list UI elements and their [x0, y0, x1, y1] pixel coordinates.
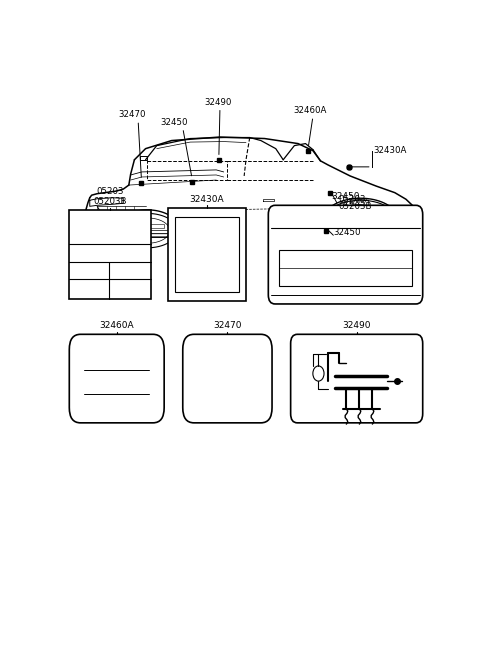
FancyBboxPatch shape [268, 205, 423, 304]
Text: 32450: 32450 [334, 228, 361, 237]
Text: 05203B: 05203B [338, 202, 372, 212]
Text: 05203: 05203 [338, 195, 366, 204]
Bar [279, 250, 411, 286]
FancyBboxPatch shape [183, 334, 272, 423]
Bar [69, 210, 151, 299]
Bar [175, 217, 240, 292]
Text: 32460A: 32460A [294, 106, 327, 115]
Text: 32430A: 32430A [190, 194, 224, 204]
FancyBboxPatch shape [290, 334, 423, 423]
Text: 32490: 32490 [342, 321, 371, 330]
Bar [168, 208, 246, 302]
Text: 32470: 32470 [118, 110, 145, 120]
Text: 32450: 32450 [331, 193, 360, 201]
Text: 32490: 32490 [204, 98, 232, 106]
Text: 32460A: 32460A [99, 321, 134, 330]
Text: 05203
05203B: 05203 05203B [94, 187, 127, 206]
FancyBboxPatch shape [69, 334, 164, 423]
Text: 32470: 32470 [213, 321, 241, 330]
Text: 32430A: 32430A [373, 146, 407, 155]
Text: 32450: 32450 [160, 118, 188, 127]
